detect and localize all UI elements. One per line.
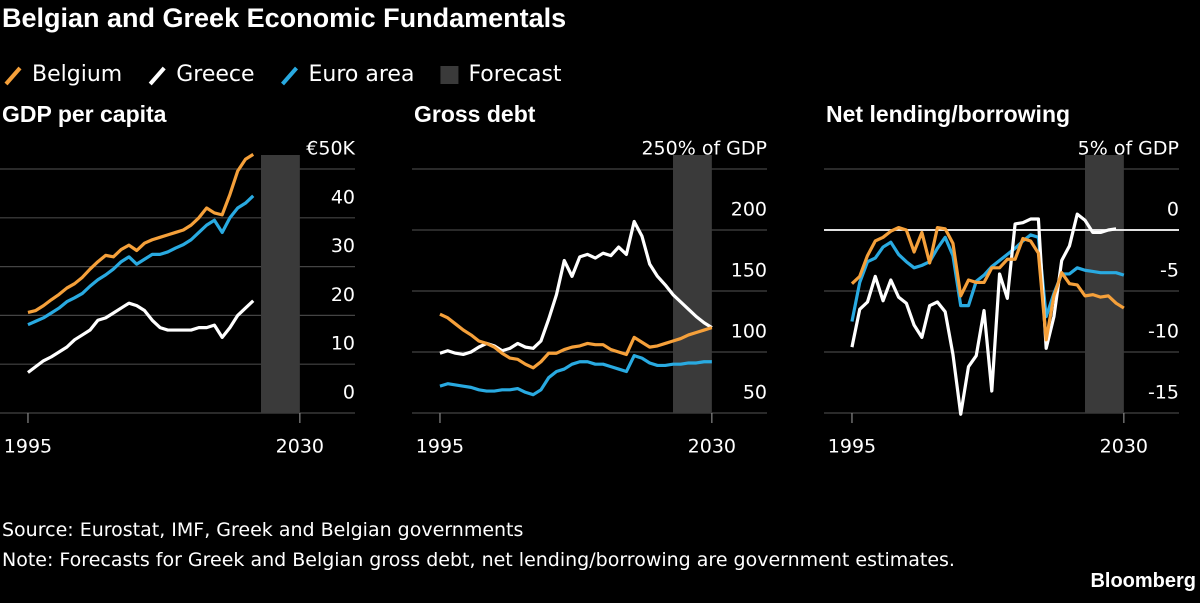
x-tick-label: 2030	[688, 436, 736, 458]
x-tick-label: 2030	[1100, 436, 1148, 458]
y-tick-label: 5% of GDP	[1078, 138, 1179, 160]
y-tick-label: -10	[1148, 321, 1179, 343]
series-line	[439, 312, 713, 370]
y-tick-label: 20	[331, 284, 355, 306]
legend-label: Greece	[176, 62, 254, 87]
credit: Bloomberg	[1090, 570, 1196, 592]
x-tick-label: 1995	[4, 436, 52, 458]
forecast-band	[261, 155, 300, 413]
forecast-band	[673, 155, 712, 413]
series-line	[439, 219, 713, 357]
series-line	[27, 153, 255, 315]
panel-title: GDP per capita	[2, 101, 167, 127]
x-tick-label: 2030	[276, 436, 324, 458]
note: Note: Forecasts for Greek and Belgian gr…	[2, 549, 955, 571]
y-tick-label: €50K	[306, 138, 355, 160]
y-tick-label: 0	[343, 382, 355, 404]
y-tick-label: 30	[331, 235, 355, 257]
y-tick-label: 100	[731, 321, 767, 343]
series-line	[850, 212, 1117, 416]
y-tick-label: 200	[731, 199, 767, 221]
panel-title: Gross debt	[414, 101, 536, 127]
x-tick-label: 1995	[416, 436, 464, 458]
y-tick-label: 40	[331, 186, 355, 208]
source: Source: Eurostat, IMF, Greek and Belgian…	[2, 519, 524, 541]
legend-swatch	[4, 66, 22, 86]
y-tick-label: 10	[331, 333, 355, 355]
panel-title: Net lending/borrowing	[826, 101, 1070, 127]
legend-swatch	[281, 66, 299, 86]
x-tick-label: 1995	[828, 436, 876, 458]
y-tick-label: 250% of GDP	[641, 138, 767, 160]
series-line	[439, 354, 712, 397]
y-tick-label: 0	[1167, 199, 1179, 221]
series-line	[850, 233, 1125, 322]
series-line	[27, 194, 255, 327]
legend-swatch	[440, 66, 459, 84]
y-tick-label: 50	[743, 382, 767, 404]
legend-label: Euro area	[309, 62, 415, 87]
y-tick-label: -15	[1148, 382, 1179, 404]
forecast-band	[1085, 155, 1124, 413]
chart-title: Belgian and Greek Economic Fundamentals	[2, 3, 566, 33]
y-tick-label: 150	[731, 260, 767, 282]
legend-swatch	[148, 66, 166, 86]
legend-label: Belgium	[32, 62, 122, 87]
series-line	[850, 225, 1125, 342]
legend-label: Forecast	[468, 62, 561, 87]
y-tick-label: -5	[1160, 260, 1179, 282]
series-line	[26, 299, 255, 374]
